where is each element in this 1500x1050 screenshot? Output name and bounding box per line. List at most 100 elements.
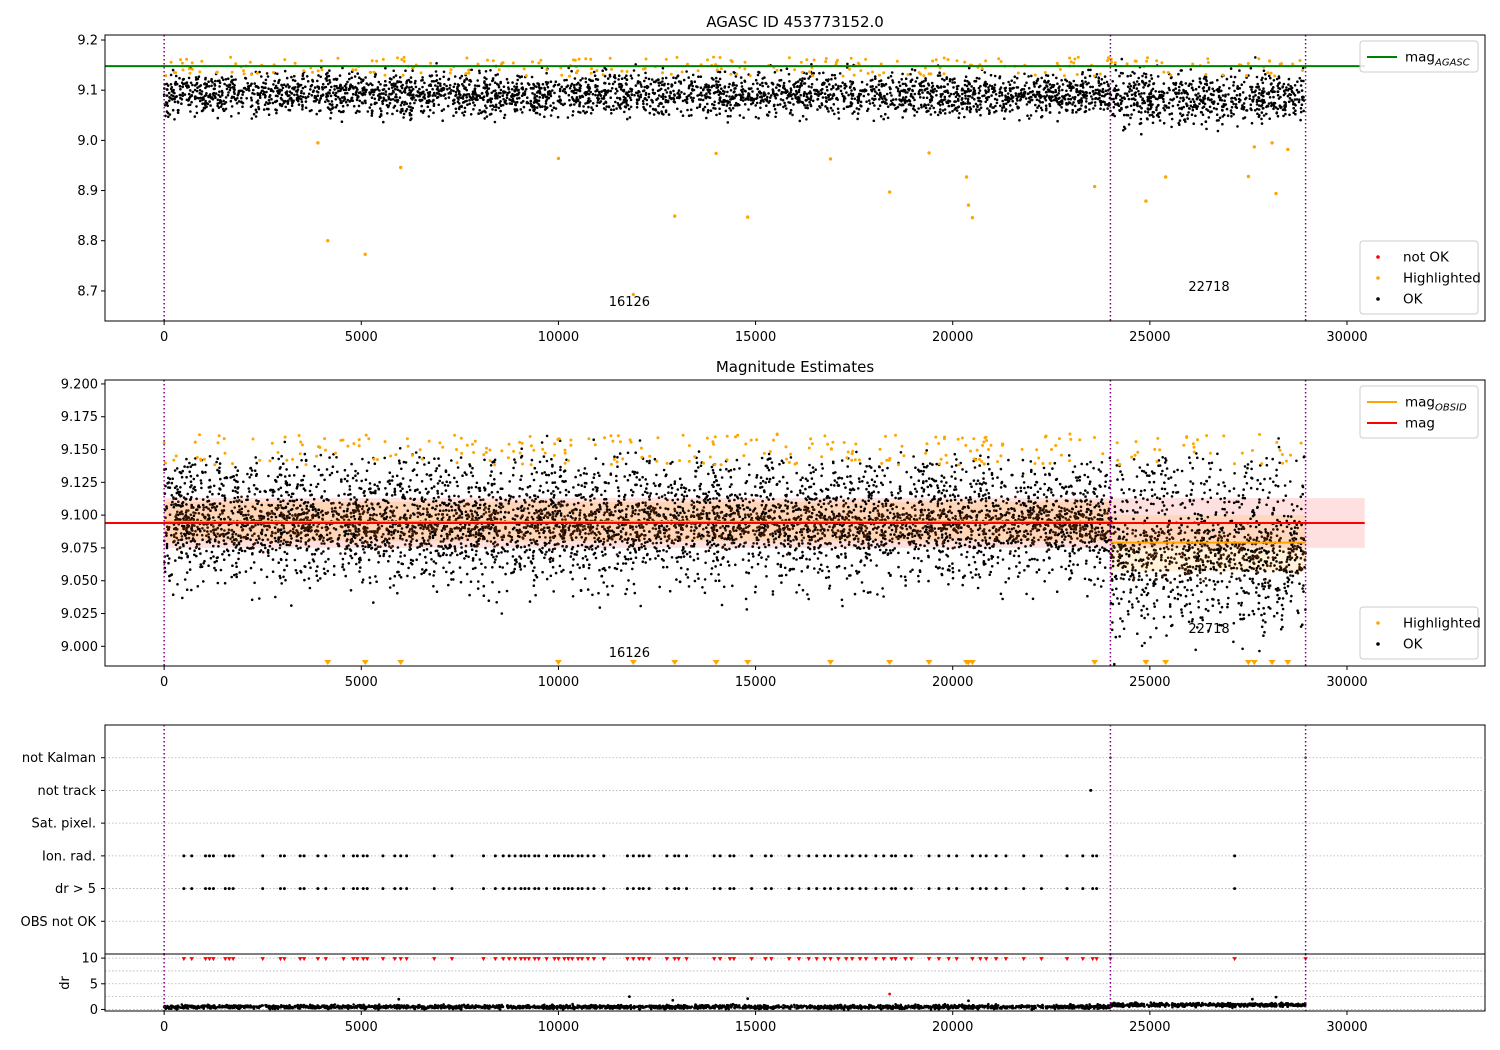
- panel-1-ok-point: [978, 89, 982, 92]
- panel-1-ok-point: [300, 98, 303, 101]
- panel-1-ok-point: [1202, 89, 1206, 93]
- panel-1-ok-point: [686, 108, 689, 112]
- panel-1-ok-point: [1047, 79, 1050, 83]
- panel-1-ok-point: [640, 85, 643, 88]
- panel-1-ok-point: [1071, 111, 1074, 114]
- panel-2-ok-point: [343, 492, 346, 496]
- panel-1-ok-point: [637, 74, 640, 77]
- panel-1-ok-point: [692, 96, 695, 100]
- panel-1-ok-point: [961, 92, 964, 96]
- panel-1-ok-point: [377, 98, 381, 102]
- panel-1-ok-point: [829, 93, 832, 96]
- panel-1-ok-point: [777, 89, 781, 92]
- panel-1-ok-point: [564, 91, 568, 95]
- panel-1-ok-point: [411, 87, 415, 91]
- panel-1-ok-point: [709, 109, 713, 112]
- panel-1-highlighted-point: [808, 70, 812, 74]
- panel-1-ok-point: [761, 84, 764, 88]
- panel-2-ok-point: [474, 500, 477, 503]
- panel-1-ok-point: [705, 116, 708, 120]
- panel-2-ok-point: [875, 564, 878, 567]
- panel-2-ok-point: [234, 466, 237, 469]
- panel-1-ok-point: [604, 100, 607, 104]
- panel-1-highlighted-point: [370, 59, 374, 63]
- panel-1-ok-point: [225, 84, 229, 87]
- panel-1-highlighted-point: [793, 68, 797, 72]
- panel-2-ok-point: [698, 484, 701, 488]
- panel-2-ok-point: [685, 515, 688, 519]
- panel-2-ok-point: [686, 576, 690, 579]
- panel-2-ok-point: [1069, 540, 1072, 544]
- panel-1-ok-point: [1047, 96, 1051, 99]
- panel-1-ok-point: [573, 86, 576, 89]
- panel-1-ok-point: [602, 97, 606, 100]
- panel-1-highlighted-point: [476, 62, 480, 66]
- panel-1-ok-point: [462, 93, 466, 96]
- panel-1-ok-point: [1283, 108, 1287, 112]
- panel-1-ok-point: [290, 104, 294, 107]
- panel-1-ok-point: [181, 94, 184, 98]
- panel-1-ok-point: [659, 87, 663, 91]
- panel-1-ok-point: [1068, 101, 1072, 105]
- panel-1-ok-point: [1302, 95, 1305, 99]
- panel-1-ok-point: [864, 89, 868, 92]
- panel-1-ok-point: [389, 98, 393, 101]
- panel-1-ok-point: [747, 87, 751, 90]
- panel-1-ok-point: [1054, 96, 1058, 100]
- panel-1-ok-point: [1091, 85, 1094, 89]
- panel-1-ok-point: [1178, 107, 1181, 110]
- panel-1-ok-point: [1087, 102, 1091, 105]
- panel-1-highlighted-point: [537, 61, 541, 65]
- panel-1-ok-point: [1051, 83, 1054, 87]
- panel-1-ok-point: [1217, 119, 1220, 122]
- panel-1-ok-point: [1045, 90, 1048, 94]
- figure-title: AGASC ID 453773152.0: [706, 13, 884, 31]
- panel-1-ok-point: [1106, 103, 1109, 106]
- panel-1-ok-point: [834, 83, 838, 86]
- panel-1-ok-point: [521, 99, 525, 103]
- panel-1-highlighted-point: [824, 60, 828, 64]
- panel-1-ok-point: [1172, 89, 1175, 92]
- panel-2-ok-point: [664, 497, 667, 500]
- panel-1-ok-point: [368, 106, 372, 109]
- panel-1-ok-point: [1027, 117, 1031, 120]
- panel-1-ok-point: [1179, 112, 1182, 115]
- panel-1-ok-point: [533, 99, 537, 103]
- panel-1-ok-point: [1241, 105, 1244, 108]
- panel-1-ok-point: [1023, 72, 1026, 76]
- panel-1-ok-point: [970, 85, 973, 88]
- panel-1-ok-point: [703, 94, 706, 97]
- panel-1-ok-point: [521, 111, 524, 114]
- panel-1-ok-point: [515, 93, 519, 96]
- panel-2-ok-point: [580, 496, 583, 500]
- panel-1-ok-point: [856, 112, 860, 115]
- panel-1-ok-point: [409, 80, 413, 84]
- panel-1-ok-point: [1075, 110, 1078, 114]
- panel-1-ok-point: [901, 103, 904, 106]
- panel-2-ok-point: [927, 541, 930, 545]
- panel-1-ok-point: [262, 92, 265, 96]
- panel-1-ok-point: [573, 99, 576, 103]
- panel-2-ok-point: [391, 549, 395, 553]
- panel-1-ok-point: [341, 66, 344, 70]
- panel-1-ok-point: [612, 104, 615, 108]
- panel-2-ok-point: [865, 465, 868, 468]
- panel-2-ok-point: [890, 528, 894, 532]
- panel-1-ok-point: [381, 100, 384, 103]
- panel-1-ok-point: [936, 74, 940, 77]
- panel-1-ok-point: [502, 90, 505, 93]
- panel-2-ok-point: [847, 505, 850, 509]
- panel-1-ok-point: [233, 92, 236, 96]
- panel-1-ok-point: [696, 85, 699, 89]
- panel-1-ok-point: [654, 108, 657, 111]
- panel-1-ok-point: [703, 105, 707, 109]
- panel-1-ok-point: [499, 109, 502, 113]
- panel-1-ok-point: [1050, 90, 1053, 94]
- panel-1-ok-point: [1002, 106, 1006, 109]
- panel-1-legend: magAGASC: [1359, 40, 1479, 73]
- panel-1-ok-point: [680, 91, 683, 94]
- panel-2-ok-point: [523, 545, 526, 548]
- panel-2-ok-point: [495, 601, 499, 604]
- panel-1-ok-point: [1008, 83, 1012, 86]
- panel-2-ok-point: [495, 498, 498, 502]
